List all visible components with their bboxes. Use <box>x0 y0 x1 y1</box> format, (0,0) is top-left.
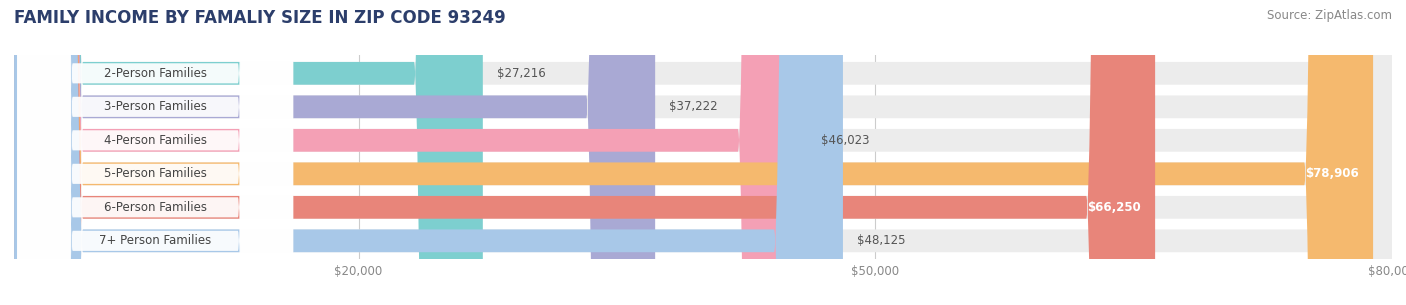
FancyBboxPatch shape <box>14 0 482 305</box>
Text: 4-Person Families: 4-Person Families <box>104 134 207 147</box>
FancyBboxPatch shape <box>17 0 292 305</box>
Text: $27,216: $27,216 <box>496 67 546 80</box>
Text: $48,125: $48,125 <box>856 234 905 247</box>
Text: $37,222: $37,222 <box>669 100 717 113</box>
FancyBboxPatch shape <box>14 0 1392 305</box>
FancyBboxPatch shape <box>17 0 292 305</box>
FancyBboxPatch shape <box>17 0 292 305</box>
FancyBboxPatch shape <box>17 0 292 305</box>
FancyBboxPatch shape <box>14 0 1374 305</box>
Text: FAMILY INCOME BY FAMALIY SIZE IN ZIP CODE 93249: FAMILY INCOME BY FAMALIY SIZE IN ZIP COD… <box>14 9 506 27</box>
FancyBboxPatch shape <box>14 0 1156 305</box>
Text: Source: ZipAtlas.com: Source: ZipAtlas.com <box>1267 9 1392 22</box>
Text: 3-Person Families: 3-Person Families <box>104 100 207 113</box>
Text: $46,023: $46,023 <box>821 134 869 147</box>
FancyBboxPatch shape <box>14 0 1392 305</box>
FancyBboxPatch shape <box>14 0 1392 305</box>
FancyBboxPatch shape <box>14 0 1392 305</box>
FancyBboxPatch shape <box>14 0 844 305</box>
Text: 7+ Person Families: 7+ Person Families <box>100 234 211 247</box>
FancyBboxPatch shape <box>17 0 292 305</box>
FancyBboxPatch shape <box>14 0 1392 305</box>
FancyBboxPatch shape <box>14 0 1392 305</box>
Text: 5-Person Families: 5-Person Families <box>104 167 207 180</box>
FancyBboxPatch shape <box>14 0 807 305</box>
Text: 6-Person Families: 6-Person Families <box>104 201 207 214</box>
FancyBboxPatch shape <box>17 0 292 305</box>
Text: $66,250: $66,250 <box>1088 201 1142 214</box>
FancyBboxPatch shape <box>14 0 655 305</box>
Text: 2-Person Families: 2-Person Families <box>104 67 207 80</box>
Text: $78,906: $78,906 <box>1306 167 1360 180</box>
